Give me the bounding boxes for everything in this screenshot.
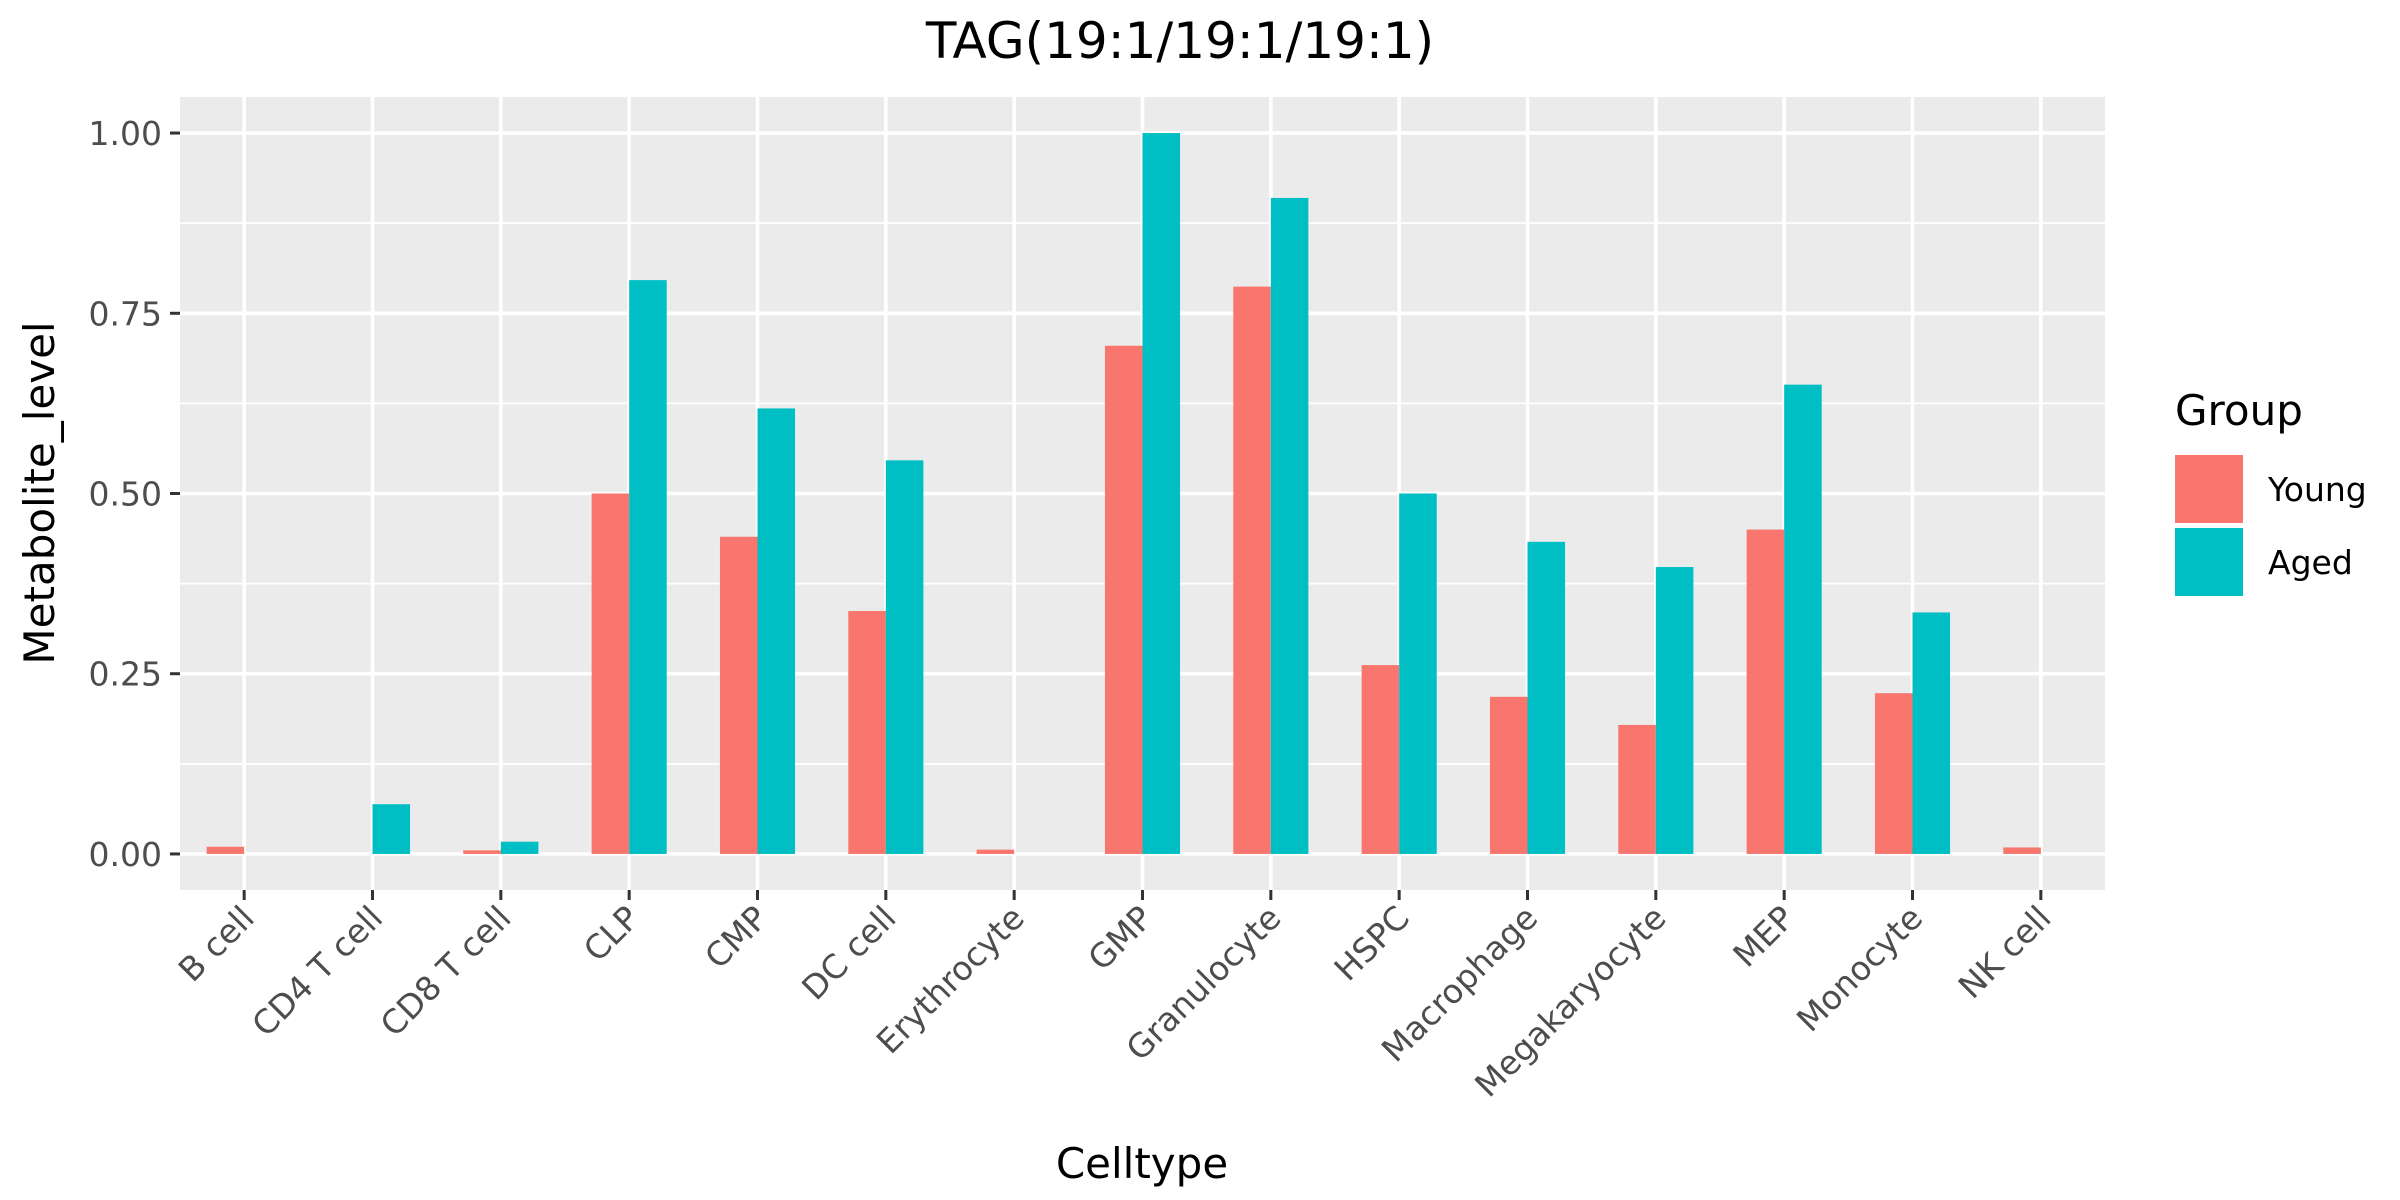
y-tick-label: 0.75 [89, 294, 162, 333]
legend-key-aged [2175, 528, 2243, 596]
bar-young [206, 846, 245, 854]
bar-young [1874, 693, 1913, 854]
bar-aged [1912, 612, 1951, 854]
x-axis-title: Celltype [1056, 1139, 1228, 1188]
x-tick-label: DC cell [794, 898, 903, 1007]
bar-aged [757, 408, 796, 854]
bar-young [1746, 529, 1785, 854]
bar-aged [1784, 384, 1822, 854]
bar-young [1489, 696, 1528, 854]
bar-aged [885, 460, 924, 854]
legend-label-young: Young [2267, 470, 2367, 509]
x-tick-label: Monocyte [1789, 898, 1930, 1039]
bar-young [2003, 847, 2041, 854]
x-tick-label: HSPC [1327, 898, 1417, 988]
bar-young [719, 536, 758, 854]
bar-aged [372, 804, 411, 854]
bar-young [976, 849, 1015, 854]
bars [206, 133, 2041, 854]
bar-aged [1527, 541, 1566, 854]
x-tick-label: CD4 T cell [244, 898, 390, 1044]
bar-aged [500, 841, 539, 854]
y-tick-label: 0.00 [89, 835, 162, 874]
bar-aged [1142, 133, 1181, 854]
x-tick-label: NK cell [1951, 898, 2059, 1006]
bar-young [463, 850, 501, 854]
x-tick-label: CLP [576, 898, 647, 969]
bar-young [1361, 665, 1400, 854]
bar-young [1233, 286, 1271, 854]
bar-aged [1399, 493, 1437, 854]
bar-aged [629, 280, 667, 854]
y-tick-label: 0.25 [89, 655, 162, 694]
bar-young [848, 611, 886, 854]
x-tick-label: MEP [1725, 898, 1802, 975]
bar-young [1618, 724, 1656, 854]
bar-aged [1270, 197, 1309, 854]
x-tick-label: GMP [1080, 898, 1160, 978]
x-tick-label: CMP [697, 898, 775, 976]
legend-label-aged: Aged [2268, 543, 2353, 582]
y-tick-label: 0.50 [89, 475, 162, 514]
legend-title: Group [2175, 386, 2303, 435]
legend-key-young [2175, 455, 2243, 523]
y-axis-title: Metabolite_level [15, 321, 64, 664]
bar-young [1104, 345, 1143, 854]
x-tick-label: B cell [171, 898, 262, 989]
x-tick-label: CD8 T cell [373, 898, 519, 1044]
bar-young [591, 493, 630, 854]
legend: Group Young Aged [2175, 386, 2367, 596]
y-tick-label: 1.00 [89, 114, 162, 153]
y-axis: 0.00 0.25 0.50 0.75 1.00 [89, 114, 180, 874]
chart-title: TAG(19:1/19:1/19:1) [925, 12, 1434, 70]
bar-aged [1655, 567, 1694, 854]
